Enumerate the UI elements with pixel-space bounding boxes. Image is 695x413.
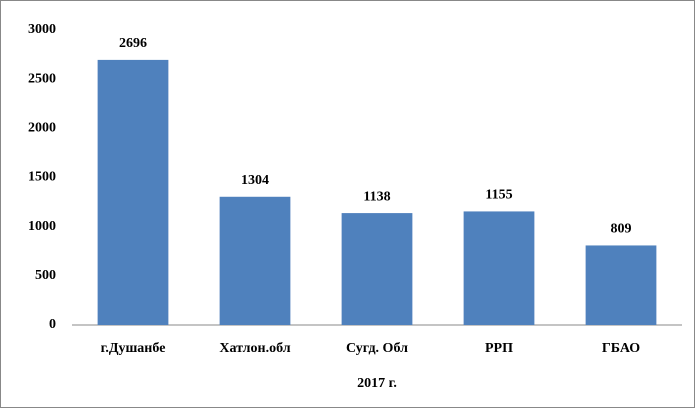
bar xyxy=(97,59,169,325)
y-tick-label: 2500 xyxy=(28,71,56,86)
data-label: 2696 xyxy=(119,36,147,51)
bar xyxy=(341,213,413,325)
x-tick-label: г.Душанбе xyxy=(101,341,166,356)
data-label: 1138 xyxy=(363,189,390,204)
bar xyxy=(585,245,657,325)
x-tick-label: РРП xyxy=(485,341,513,356)
y-tick-label: 1000 xyxy=(28,219,56,234)
data-label: 809 xyxy=(611,222,632,237)
x-axis-label: 2017 г. xyxy=(357,376,397,391)
y-tick-label: 0 xyxy=(49,317,56,332)
y-tick-label: 1500 xyxy=(28,170,56,185)
data-label: 1155 xyxy=(485,188,512,203)
bar xyxy=(219,196,291,325)
y-tick-label: 500 xyxy=(35,268,56,283)
x-tick-label: Сугд. Обл xyxy=(346,341,408,356)
x-tick-label: ГБАО xyxy=(602,341,640,356)
x-tick-label: Хатлон.обл xyxy=(219,341,290,356)
data-label: 1304 xyxy=(241,173,269,188)
y-tick-label: 2000 xyxy=(28,121,56,136)
bar xyxy=(463,211,535,325)
y-tick-label: 3000 xyxy=(28,22,56,37)
